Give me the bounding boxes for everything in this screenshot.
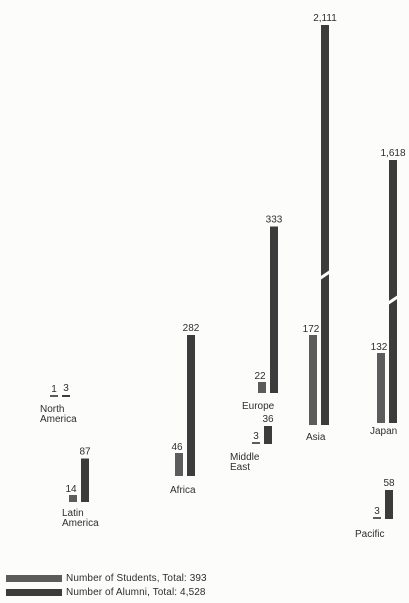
legend-swatch-alumni [6, 589, 62, 596]
region-label-middle-east: Middle [230, 452, 260, 463]
region-label-north-america-line2: America [40, 414, 77, 425]
region-label-middle-east-line2: East [230, 462, 250, 473]
legend-swatch-students [6, 575, 62, 582]
bar-alumni-latin-america [81, 458, 89, 502]
value-label-alumni-africa: 282 [183, 323, 200, 334]
bar-students-asia [309, 335, 317, 425]
region-label-asia: Asia [306, 432, 326, 443]
bar-students-europe [258, 382, 266, 393]
axis-break-japan [386, 294, 400, 306]
bar-alumni-asia [321, 25, 329, 425]
region-label-latin-america: Latin [62, 508, 84, 519]
bar-students-north-america [50, 395, 58, 397]
region-label-north-america: North [40, 404, 64, 415]
bar-students-pacific [373, 517, 381, 519]
value-label-students-latin-america: 14 [65, 484, 77, 495]
bar-students-middle-east [252, 442, 260, 444]
bar-alumni-north-america [62, 395, 70, 397]
legend-label-students: Number of Students, Total: 393 [66, 573, 207, 584]
value-label-students-middle-east: 3 [253, 431, 259, 442]
bar-alumni-japan [389, 160, 397, 423]
value-label-students-africa: 46 [171, 442, 183, 453]
legend-label-alumni: Number of Alumni, Total: 4,528 [66, 587, 206, 598]
bar-alumni-africa [187, 335, 195, 476]
value-label-alumni-pacific: 58 [383, 478, 395, 489]
value-label-students-europe: 22 [254, 371, 266, 382]
bar-alumni-europe [270, 226, 278, 393]
bar-students-latin-america [69, 495, 77, 502]
value-label-alumni-north-america: 3 [63, 383, 69, 394]
bar-students-japan [377, 353, 385, 423]
bar-alumni-middle-east [264, 426, 272, 444]
value-label-alumni-latin-america: 87 [79, 447, 91, 458]
region-label-pacific: Pacific [355, 529, 384, 540]
value-label-alumni-japan: 1,618 [380, 148, 405, 159]
value-label-students-asia: 172 [303, 324, 320, 335]
value-label-students-japan: 132 [371, 342, 388, 353]
value-label-alumni-asia: 2,111 [313, 13, 337, 24]
region-label-japan: Japan [370, 426, 397, 437]
bar-students-africa [175, 453, 183, 476]
value-label-students-pacific: 3 [374, 506, 380, 517]
value-label-alumni-middle-east: 36 [262, 414, 274, 425]
value-label-students-north-america: 1 [51, 384, 57, 395]
region-label-europe: Europe [242, 401, 275, 412]
axis-break-asia [318, 269, 332, 281]
value-label-alumni-europe: 333 [266, 215, 283, 226]
bar-alumni-pacific [385, 490, 393, 519]
region-label-latin-america-line2: America [62, 518, 99, 529]
region-label-africa: Africa [170, 485, 196, 496]
